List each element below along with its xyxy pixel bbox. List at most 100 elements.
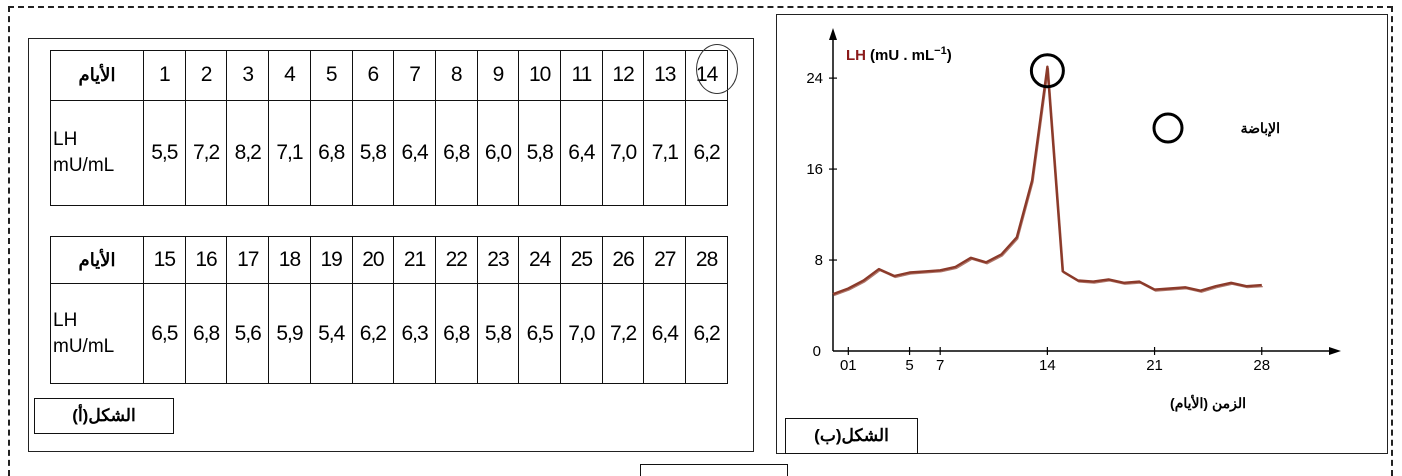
table-cell-day: 4	[268, 50, 311, 101]
table-cell-day: 10	[518, 50, 562, 101]
table-cell-lh: 6,2	[685, 283, 728, 384]
x-tick-label: 01	[840, 357, 857, 374]
y-tick-label: 24	[806, 70, 823, 87]
table-cell-lh: 7,1	[643, 99, 687, 207]
table-cell-lh: 7,2	[601, 283, 645, 384]
y-tick-label: 16	[806, 161, 823, 178]
table-cell-lh: 6,4	[393, 99, 436, 207]
table-cell-lh: 5,8	[351, 99, 395, 207]
origin-label: 0	[813, 343, 821, 360]
table-cell-lh: 6,8	[434, 99, 478, 207]
table-cell-day: 1	[143, 50, 186, 101]
table-cell-day: 19	[309, 235, 353, 285]
chart-axes	[829, 28, 1341, 355]
lh-series-line-shadow	[833, 68, 1263, 297]
x-tick-label: 21	[1146, 357, 1163, 374]
table-cell-lh: 6,4	[560, 99, 603, 207]
lh-line-chart: 0 8 16 24 01 5 7 14 21 28 LH (mU . mL−1) الزمن (ال…	[806, 28, 1341, 412]
table-cell-lh: 8,2	[226, 99, 270, 207]
table-cell-lh: 6,8	[309, 99, 353, 207]
table-cell-day: 21	[393, 235, 436, 285]
y-axis-arrow	[829, 28, 837, 40]
panel-figure-b	[776, 14, 1388, 454]
table-cell-lh: 7,2	[184, 99, 228, 207]
table-cell-lh: 6,5	[518, 283, 562, 384]
row-header-lh: LH mU/mL	[50, 99, 144, 207]
table-row-lh: LH mU/mL 6,5 6,8 5,6 5,9 5,4 6,2 6,3 6,8 …	[50, 283, 728, 384]
y-axis-label-exponent: −1	[934, 45, 947, 57]
table-cell-lh: 6,3	[393, 283, 436, 384]
table-row-days: الأيام 15 16 17 18 19 20 21 22 23 24 25 …	[50, 235, 728, 285]
bottom-box	[640, 464, 788, 476]
y-axis-label-units: (mU . mL	[870, 47, 934, 64]
lh-table-days-15-28: الأيام 15 16 17 18 19 20 21 22 23 24 25 …	[50, 235, 728, 384]
row-header-lh: LH mU/mL	[50, 283, 144, 384]
row-header-days: الأيام	[50, 50, 144, 101]
table-cell-lh: 5,9	[268, 283, 311, 384]
x-axis-arrow	[1329, 347, 1341, 355]
y-tick-label: 8	[815, 252, 823, 269]
table-cell-day: 28	[685, 235, 728, 285]
table-cell-day: 5	[309, 50, 353, 101]
table-cell-lh: 6,8	[184, 283, 228, 384]
table-cell-day: 24	[518, 235, 562, 285]
table-cell-day: 25	[560, 235, 603, 285]
table-cell-day: 9	[476, 50, 520, 101]
table-cell-lh: 6,2	[351, 283, 395, 384]
table-cell-lh: 5,5	[143, 99, 186, 207]
table-cell-lh: 5,8	[476, 283, 520, 384]
table-cell-day: 20	[351, 235, 395, 285]
table-cell-lh: 6,8	[434, 283, 478, 384]
table-cell-day: 27	[643, 235, 687, 285]
table-cell-day: 7	[393, 50, 436, 101]
table-cell-day: 8	[434, 50, 478, 101]
table-row-days: الأيام 1 2 3 4 5 6 7 8 9 10 11 12 13 14	[50, 50, 728, 101]
caption-figure-b: الشكل(ب)	[785, 418, 918, 454]
table-cell-lh: 6,0	[476, 99, 520, 207]
x-axis-label: الزمن (الأيام)	[1170, 394, 1246, 412]
table-cell-day: 13	[643, 50, 687, 101]
lh-unit-label: mU/mL	[53, 154, 115, 176]
lh-unit-label: mU/mL	[53, 335, 115, 357]
table-cell-day: 3	[226, 50, 270, 101]
lh-label: LH	[53, 309, 78, 331]
lh-table-days-1-14: الأيام 1 2 3 4 5 6 7 8 9 10 11 12 13 14 …	[50, 50, 728, 207]
day-14-hand-circle	[696, 44, 738, 94]
table-cell-lh: 5,4	[309, 283, 353, 384]
y-axis-label-lh: LH	[846, 47, 866, 64]
table-cell-lh: 6,4	[643, 283, 687, 384]
table-cell-day: 22	[434, 235, 478, 285]
table-cell-lh: 5,8	[518, 99, 562, 207]
table-cell-day: 16	[184, 235, 228, 285]
caption-figure-a: الشكل(أ)	[34, 398, 174, 434]
lh-label: LH	[53, 128, 78, 150]
table-cell-day: 6	[351, 50, 395, 101]
row-header-days: الأيام	[50, 235, 144, 285]
table-cell-day: 26	[601, 235, 645, 285]
y-axis-label: LH (mU . mL−1)	[846, 45, 952, 64]
chart-series	[832, 53, 1263, 297]
x-tick-label: 7	[936, 357, 944, 374]
table-cell-lh: 6,2	[685, 99, 728, 207]
table-cell-day: 15	[143, 235, 186, 285]
ovulation-legend-label: الإباضة	[1241, 120, 1280, 138]
y-axis-label-close: )	[947, 47, 952, 64]
ovulation-legend-circle	[1152, 112, 1184, 144]
table-cell-day: 23	[476, 235, 520, 285]
table-cell-lh: 7,1	[268, 99, 311, 207]
table-cell-lh: 5,6	[226, 283, 270, 384]
x-tick-label: 28	[1253, 357, 1270, 374]
x-tick-label: 14	[1039, 357, 1056, 374]
chart-ticks: 0 8 16 24 01 5 7 14 21 28	[806, 70, 1270, 374]
table-cell-day: 12	[601, 50, 645, 101]
table-cell-lh: 6,5	[143, 283, 186, 384]
table-cell-lh: 7,0	[560, 283, 603, 384]
x-tick-label: 5	[905, 357, 913, 374]
dashed-frame	[8, 6, 1393, 476]
table-row-lh: LH mU/mL 5,5 7,2 8,2 7,1 6,8 5,8 6,4 6,8 …	[50, 99, 728, 207]
table-cell-day: 2	[184, 50, 228, 101]
peak-highlight-circle	[1029, 53, 1065, 89]
table-cell-day: 17	[226, 235, 270, 285]
table-cell-day: 11	[560, 50, 603, 101]
table-cell-day: 18	[268, 235, 311, 285]
